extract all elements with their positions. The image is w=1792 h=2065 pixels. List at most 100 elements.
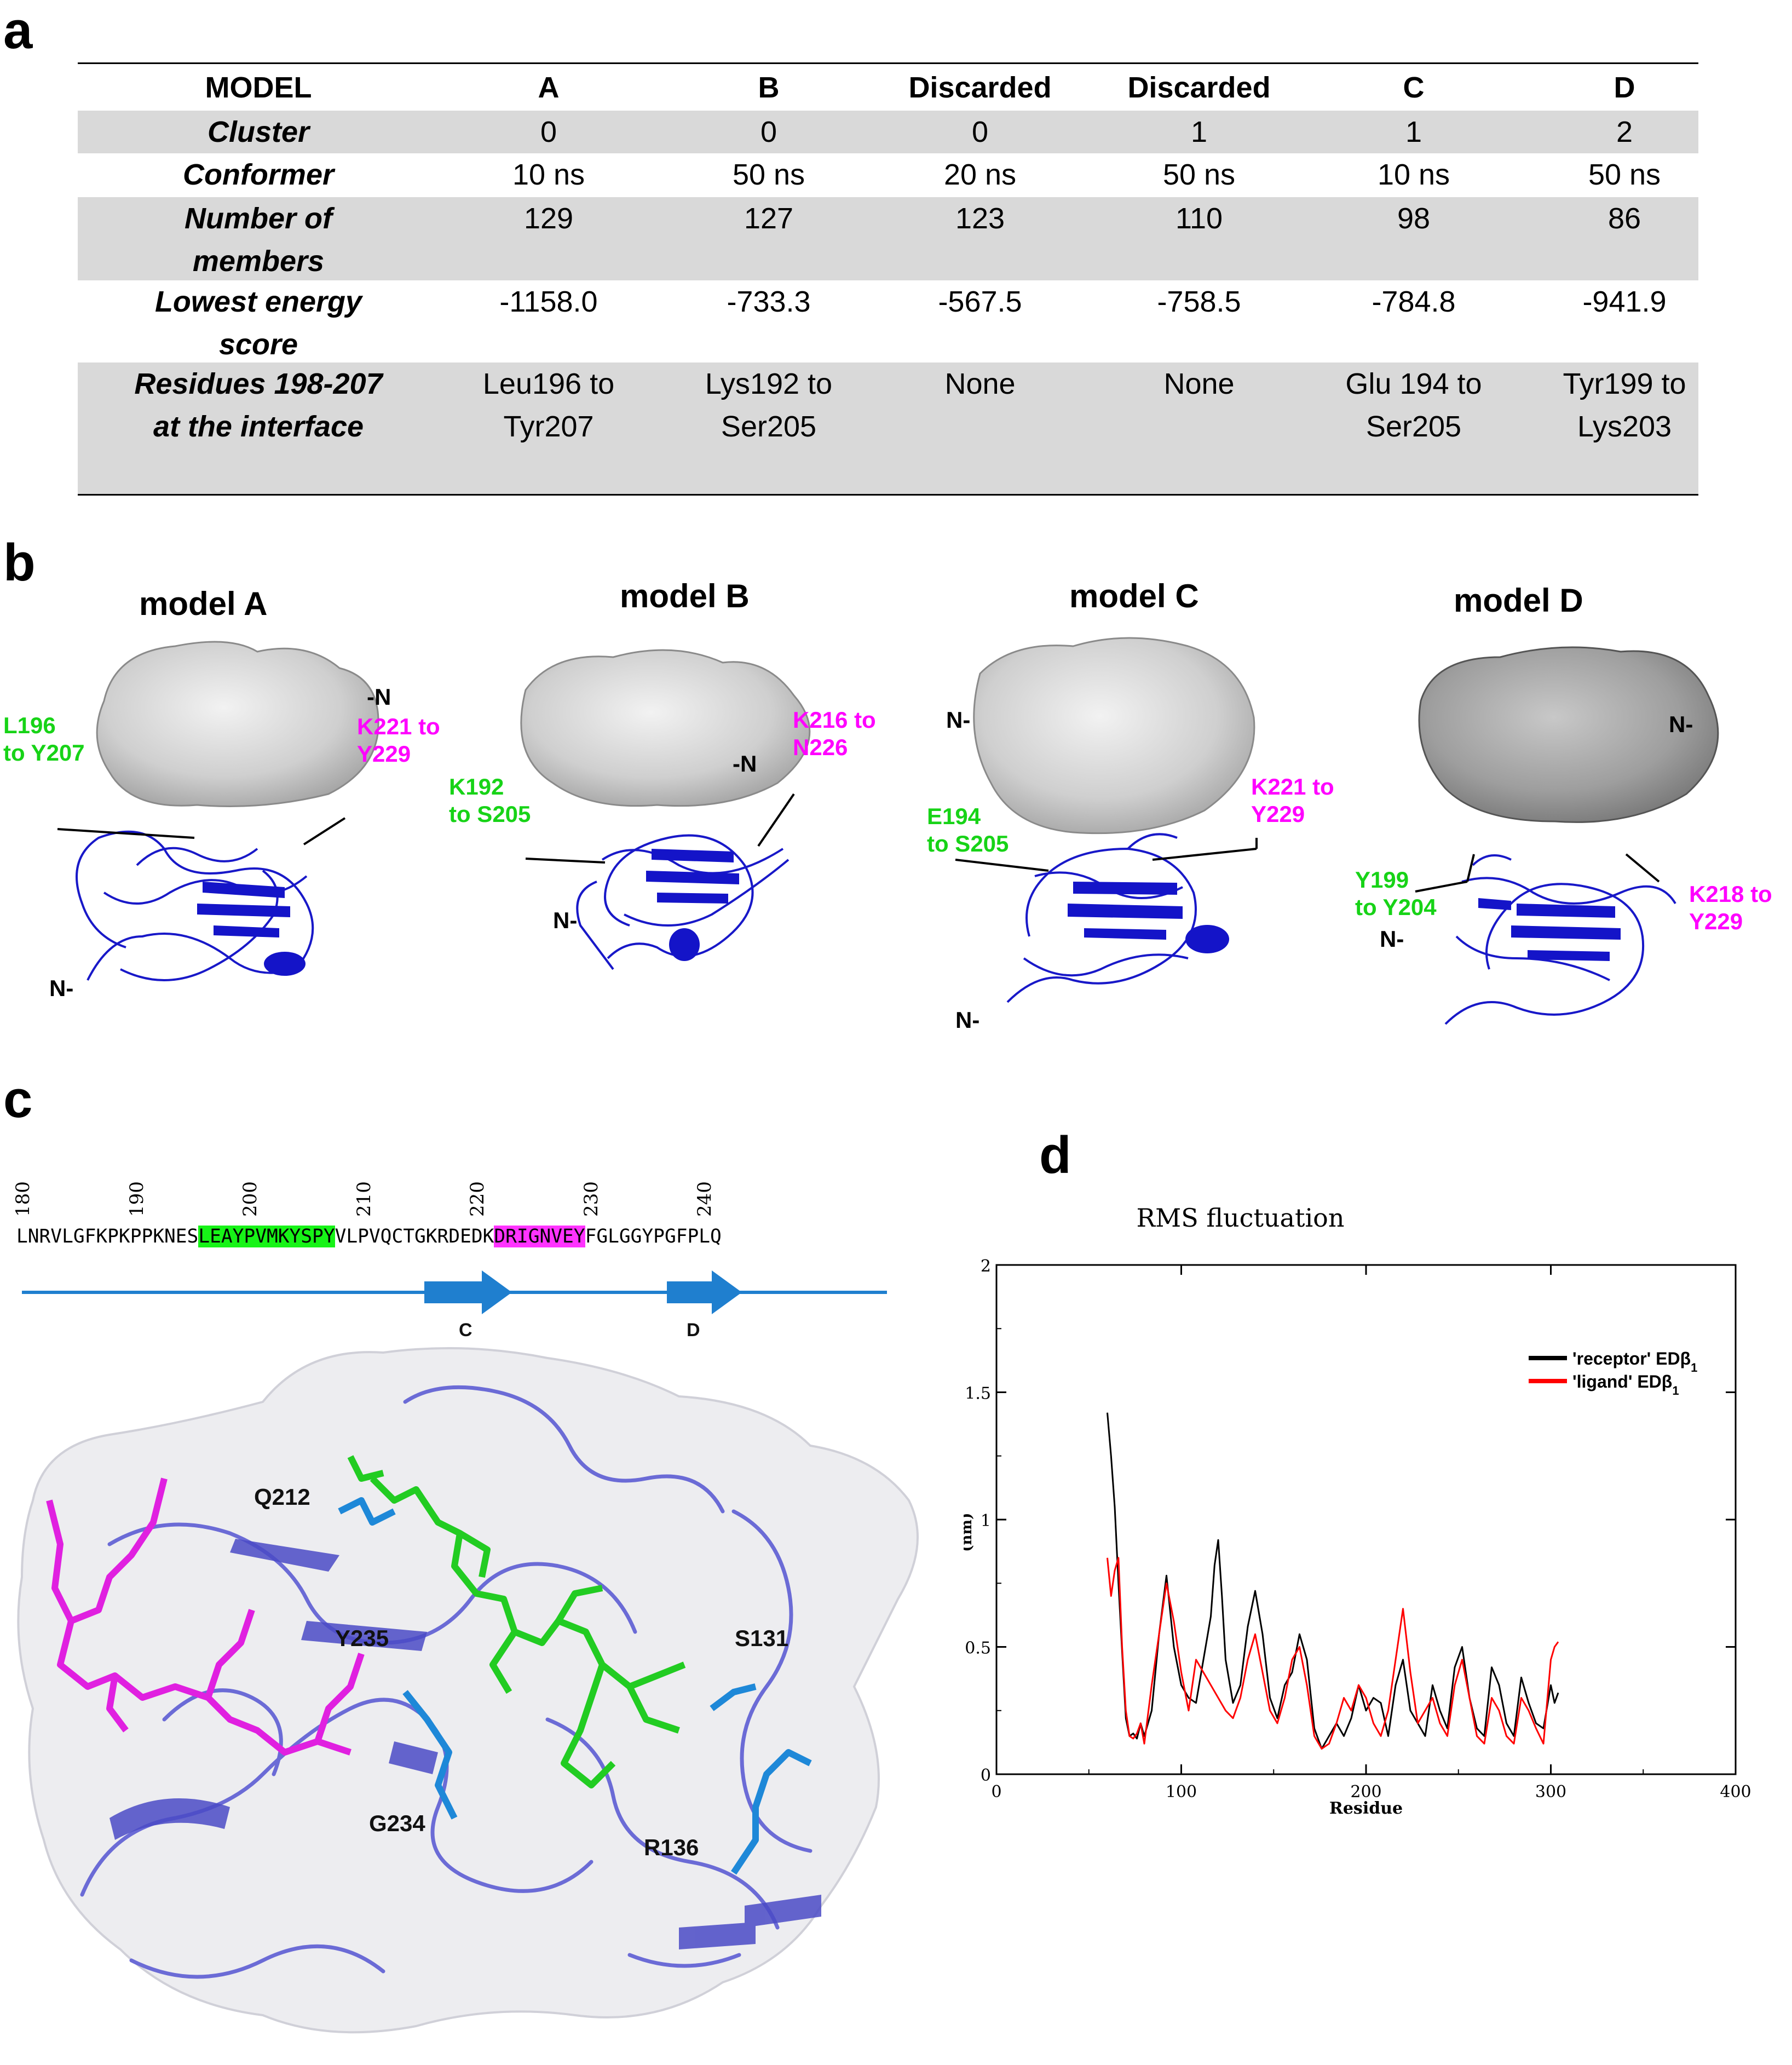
cell-line: Glu 194 to bbox=[1345, 367, 1482, 400]
strand-c-label: C bbox=[459, 1320, 473, 1341]
label-line: K192 bbox=[449, 774, 504, 799]
table-cell: 20 ns bbox=[943, 158, 1017, 191]
label-line: to Y204 bbox=[1355, 894, 1437, 920]
table-cell: 1 bbox=[1190, 116, 1208, 148]
y-tick-label: 0.5 bbox=[965, 1639, 991, 1658]
label-line: E194 bbox=[927, 803, 981, 829]
cell-line: Ser205 bbox=[1365, 410, 1462, 443]
sequence-tick-label: 240 bbox=[694, 1181, 716, 1217]
table-cell: 110 bbox=[1175, 202, 1223, 235]
table-cell: 123 bbox=[955, 202, 1005, 235]
residue-r136 bbox=[731, 1749, 812, 1875]
table-row-label: Residues 198-207 at the interface bbox=[78, 363, 439, 494]
sequence-tick-label: 230 bbox=[580, 1181, 602, 1217]
seq-pre: LNRVLGFKPKPPKNES bbox=[16, 1226, 199, 1247]
model-c-structure bbox=[955, 637, 1258, 1003]
seq-green-highlight: LEAYPVMKYSPY bbox=[198, 1226, 335, 1247]
results-table: MODEL A B Discarded Discarded C D Cluster 0 0 0 1 1… bbox=[78, 62, 1698, 496]
model-a-nterm-top: -N bbox=[367, 684, 391, 710]
x-tick-label: 100 bbox=[1166, 1782, 1197, 1802]
model-a-magenta-label: K221 to Y229 bbox=[357, 713, 440, 768]
table-row-label: Conformer bbox=[78, 153, 439, 197]
table-row: Cluster 0 0 0 1 1 2 bbox=[78, 111, 1698, 153]
model-c-nterm-bottom: N- bbox=[955, 1007, 980, 1033]
table-cell: 1 bbox=[1405, 116, 1422, 148]
model-a-nterm-bottom: N- bbox=[49, 975, 74, 1001]
table-header-cell: C bbox=[1403, 71, 1425, 104]
strand-d-arrow bbox=[667, 1270, 742, 1314]
table-header-cell: MODEL bbox=[205, 71, 312, 104]
table-cell: 98 bbox=[1397, 202, 1431, 235]
table-row: Lowest energy score -1158.0 -733.3 -567.5 -75… bbox=[78, 280, 1698, 363]
residue-g234 bbox=[402, 1690, 458, 1820]
secondary-structure-track bbox=[22, 1270, 887, 1314]
model-b-green-label: K192 to S205 bbox=[449, 773, 531, 828]
table-cell: 129 bbox=[523, 202, 574, 235]
cell-line: None bbox=[944, 367, 1016, 400]
model-b-title: model B bbox=[620, 578, 750, 614]
model-a-green-label: L196 to Y207 bbox=[3, 712, 85, 767]
sequence-tick-label: 180 bbox=[12, 1181, 34, 1217]
row-label-line: at the interface bbox=[153, 410, 364, 443]
model-c-nterm-top: N- bbox=[946, 707, 971, 733]
table-row: Residues 198-207 at the interface Leu196 t… bbox=[78, 363, 1698, 494]
table-cell: -1158.0 bbox=[499, 285, 598, 318]
panel-label-d: d bbox=[1039, 1126, 1071, 1184]
panel-label-a: a bbox=[3, 1, 33, 60]
cell-line: Ser205 bbox=[721, 410, 817, 443]
model-d-structure bbox=[1415, 646, 1719, 1025]
y-tick-label: 2 bbox=[981, 1257, 991, 1276]
x-tick-label: 0 bbox=[991, 1782, 1001, 1802]
table-header-cell: Discarded bbox=[908, 71, 1052, 104]
strand-c-arrow bbox=[424, 1270, 512, 1314]
cell-line: Tyr199 to bbox=[1563, 367, 1686, 400]
x-axis-label: Residue bbox=[1329, 1799, 1403, 1818]
table-cell: 50 ns bbox=[1588, 158, 1661, 191]
table-cell: None bbox=[1090, 363, 1309, 494]
model-b-magenta-label: K216 to N226 bbox=[793, 706, 876, 761]
table-cell: 0 bbox=[540, 116, 557, 148]
table-header-cell: B bbox=[758, 71, 780, 104]
seq-magenta-highlight: DRIGNVEY bbox=[494, 1226, 585, 1247]
chart-title: RMS fluctuation bbox=[1137, 1203, 1345, 1233]
table-cell: -733.3 bbox=[727, 285, 811, 318]
cell-line: Leu196 to bbox=[482, 367, 615, 400]
table-cell: -567.5 bbox=[938, 285, 1022, 318]
label-line: Y229 bbox=[1689, 908, 1743, 934]
label-line: to S205 bbox=[449, 801, 531, 827]
sequence-tick-label: 190 bbox=[125, 1181, 148, 1217]
table-cell: 0 bbox=[760, 116, 777, 148]
y-tick-label: 1 bbox=[981, 1511, 991, 1531]
label-line: K218 to bbox=[1689, 881, 1772, 907]
model-structures bbox=[57, 637, 1719, 1025]
sequence-tick-label: 210 bbox=[353, 1181, 375, 1217]
table-cell: 10 ns bbox=[1377, 158, 1450, 191]
rms-fluctuation-chart: RMS fluctuation 0 0.5 1 1.5 2 0 100 200 300 400 Res… bbox=[964, 1203, 1751, 1818]
binding-site-structure bbox=[17, 1347, 919, 2034]
label-line: to Y207 bbox=[3, 740, 85, 766]
magenta-peptide bbox=[46, 1477, 365, 1756]
table-cell: -758.5 bbox=[1157, 285, 1241, 318]
model-a-structure bbox=[57, 641, 379, 981]
cell-line: None bbox=[1163, 367, 1235, 400]
model-d-nterm-bottom: N- bbox=[1380, 926, 1404, 952]
table-header-cell: A bbox=[538, 71, 560, 104]
label-line: L196 bbox=[3, 712, 56, 738]
model-c-green-label: E194 to S205 bbox=[927, 803, 1009, 858]
cell-line: Tyr207 bbox=[503, 410, 594, 443]
residue-label-q212: Q212 bbox=[254, 1484, 310, 1510]
x-tick-label: 300 bbox=[1535, 1782, 1566, 1802]
table-cell: Glu 194 to Ser205 bbox=[1299, 363, 1529, 494]
table-header-cell: Discarded bbox=[1127, 71, 1271, 104]
table-header-row: MODEL A B Discarded Discarded C D bbox=[78, 66, 1698, 110]
model-d-magenta-label: K218 to Y229 bbox=[1689, 881, 1772, 935]
residue-label-r136: R136 bbox=[644, 1834, 699, 1860]
row-label-line: members bbox=[192, 245, 325, 278]
residue-label-s131: S131 bbox=[735, 1625, 789, 1651]
table-row-label: Lowest energy score bbox=[78, 280, 439, 363]
ligand-series-line bbox=[1107, 1557, 1559, 1750]
receptor-series-line bbox=[1107, 1412, 1559, 1750]
label-line: K221 to bbox=[357, 714, 440, 739]
table-row: Number of members 129 127 123 110 98 86 bbox=[78, 197, 1698, 280]
table-cell: Leu196 to Tyr207 bbox=[434, 363, 664, 494]
